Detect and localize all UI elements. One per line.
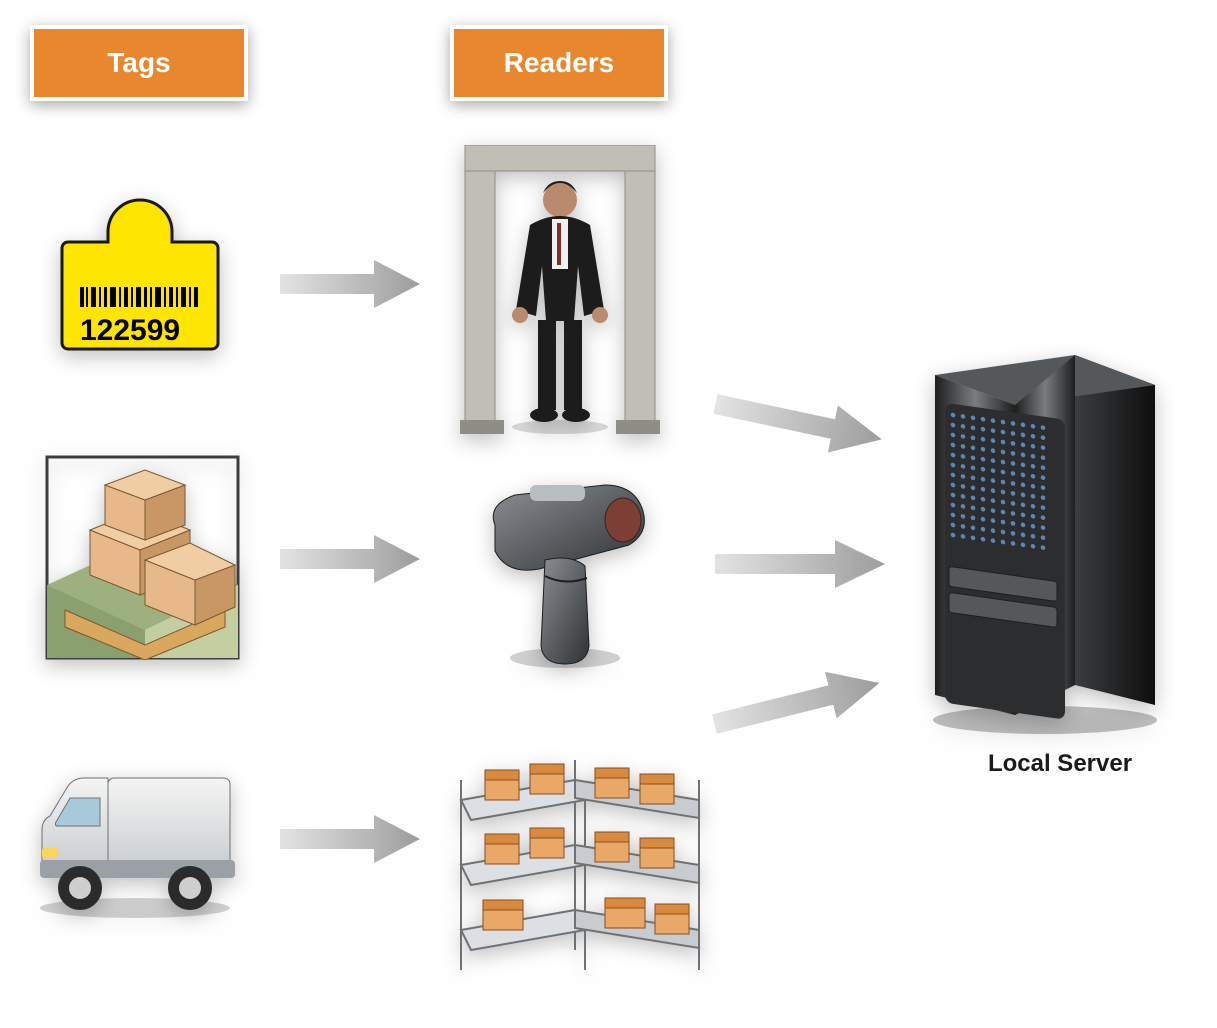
rfid-tag-icon: 122599 <box>55 195 225 370</box>
warehouse-shelves-icon <box>455 760 705 970</box>
arrow-shelves-to-server <box>709 660 887 753</box>
arrow-pallet-to-scanner <box>280 535 420 588</box>
pallet-boxes-icon <box>45 455 240 660</box>
delivery-truck-icon <box>30 760 240 920</box>
handheld-scanner-icon <box>475 480 655 670</box>
arrow-scanner-to-server <box>715 540 885 593</box>
header-tags: Tags <box>30 25 248 101</box>
arrow-truck-to-shelves <box>280 815 420 868</box>
arrow-portal-to-server <box>709 381 886 468</box>
header-readers-label: Readers <box>504 47 615 78</box>
header-readers: Readers <box>450 25 668 101</box>
tag-number: 122599 <box>80 314 180 347</box>
header-tags-label: Tags <box>107 47 170 78</box>
arrow-tag-to-portal <box>280 260 420 313</box>
server-label: Local Server <box>930 750 1190 778</box>
local-server-icon <box>925 345 1165 735</box>
reader-portal-icon <box>460 145 660 435</box>
